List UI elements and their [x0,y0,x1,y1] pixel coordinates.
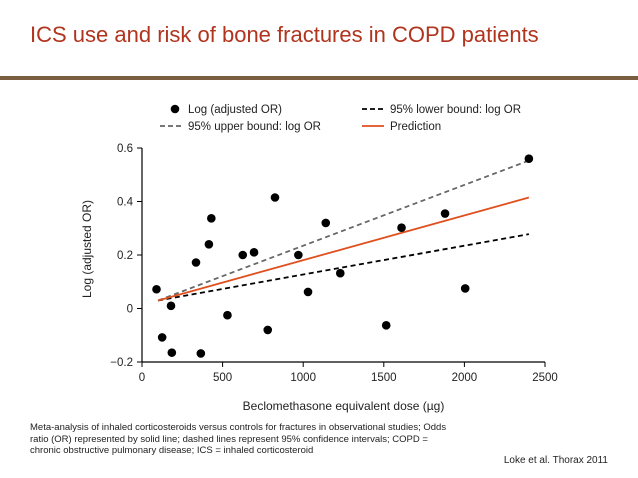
y-tick-label: 0.4 [117,197,134,209]
data-point [223,310,232,320]
upper-bound-line [157,159,530,302]
data-point [207,214,216,223]
data-point [303,287,313,297]
data-point [167,348,177,357]
data-points [152,154,534,358]
x-tick-label: 1000 [290,372,316,384]
x-tick-label: 0 [139,372,145,384]
legend-label: Log (adjusted OR) [188,104,282,116]
slide-title: ICS use and risk of bone fractures in CO… [30,22,539,47]
data-point [152,284,161,294]
data-point [263,325,273,335]
legend-label: 95% upper bound: log OR [188,121,321,133]
y-tick-label: −0.2 [110,357,133,369]
data-point [270,193,280,202]
data-point [166,301,176,311]
y-tick-label: 0 [127,304,133,316]
scatter-chart: Log (adjusted OR) 95% lower bound: log OR… [80,104,558,413]
x-axis-label: Beclomethasone equivalent dose (µg) [243,399,445,413]
data-point [381,321,391,330]
x-tick-label: 500 [213,372,232,384]
x-tick-label: 2500 [532,372,558,384]
chart-axes: 0 500 1000 1500 2000 2500 −0.2 0 0.2 0.4 0.6 Beclom… [80,143,558,413]
title-divider [0,76,638,80]
prediction-line [157,196,530,302]
data-point [191,258,201,267]
lower-bound-line [157,233,530,302]
data-point [238,250,248,260]
data-point [294,250,303,260]
data-point [397,223,406,233]
legend-marker-points [170,104,180,114]
y-tick-label: 0.6 [117,143,133,155]
data-point [157,333,167,342]
chart-legend: Log (adjusted OR) 95% lower bound: log OR… [160,104,521,133]
citation: Loke et al. Thorax 2011 [503,455,608,466]
y-axis-label: Log (adjusted OR) [80,200,94,298]
data-point [460,284,470,293]
regression-lines [157,159,530,302]
legend-label: 95% lower bound: log OR [390,104,521,116]
data-point [524,154,534,163]
x-tick-label: 1500 [371,372,397,384]
slide-footnote: Meta-analysis of inhaled corticosteroids… [30,422,447,456]
x-tick-label: 2000 [452,372,478,384]
data-point [204,240,214,249]
data-point [196,349,206,358]
data-point [440,209,450,218]
legend-label: Prediction [390,121,441,133]
y-tick-label: 0.2 [117,250,133,262]
data-point [335,268,345,278]
data-point [249,248,259,257]
data-point [321,218,331,228]
